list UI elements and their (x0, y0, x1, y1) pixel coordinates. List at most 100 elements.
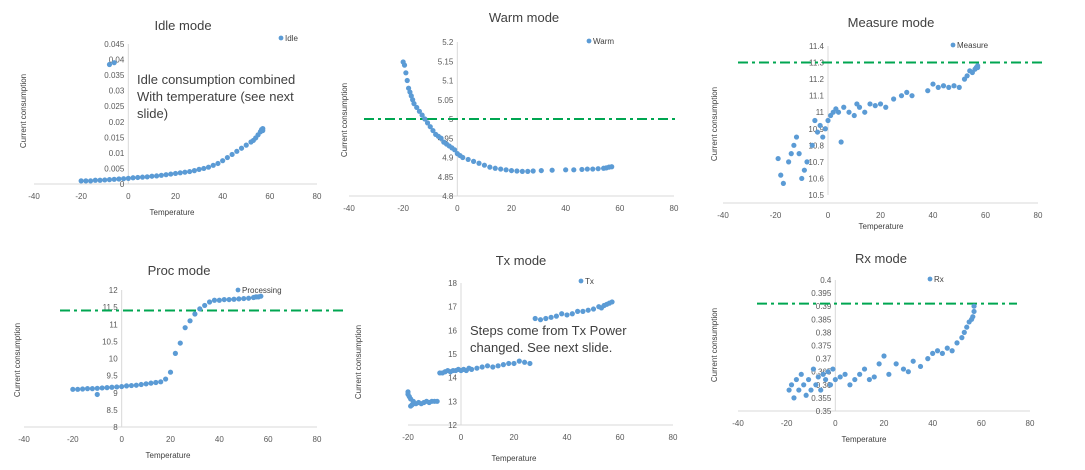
data-point (422, 116, 428, 122)
data-point (221, 296, 227, 303)
x-tick-label: -40 (717, 211, 729, 220)
x-tick-label: 60 (977, 419, 986, 428)
data-point (163, 172, 169, 178)
data-point (808, 387, 814, 393)
x-tick-label: 20 (166, 435, 175, 444)
x-tick-label: 40 (218, 192, 227, 201)
data-point (964, 324, 970, 330)
x-tick-label: 60 (981, 211, 990, 220)
y-tick-label: 8 (113, 423, 118, 432)
y-tick-label: 18 (448, 279, 457, 288)
data-point (841, 104, 847, 110)
y-axis-label: Current consumption (710, 308, 719, 382)
data-point (778, 172, 784, 178)
data-point (238, 145, 245, 151)
data-point (900, 366, 907, 372)
data-point (548, 314, 554, 320)
data-point (881, 353, 887, 359)
x-tick-label: 60 (615, 204, 624, 213)
data-point (861, 366, 868, 372)
data-point (172, 350, 178, 356)
y-axis-label: Current consumption (19, 74, 28, 148)
y-tick-label: 4.95 (438, 134, 454, 143)
data-point (809, 142, 815, 148)
data-point (94, 391, 100, 398)
y-tick-label: 12 (109, 286, 118, 295)
data-point (793, 134, 800, 140)
data-point (970, 314, 976, 320)
data-point (104, 385, 110, 391)
y-tick-label: 0.04 (109, 56, 125, 65)
data-point (202, 302, 208, 309)
data-point (479, 364, 485, 370)
x-tick-label: -20 (67, 435, 79, 444)
data-point (128, 382, 135, 389)
data-point (867, 101, 873, 107)
data-point (106, 61, 113, 68)
data-point (405, 389, 411, 395)
legend: Measure (950, 41, 989, 50)
data-point (527, 360, 533, 367)
data-point (481, 162, 488, 168)
chart-panel-rx: Rx mode Current consumption Temperature … (710, 251, 1035, 444)
data-point (595, 166, 601, 172)
y-tick-label: 0.365 (811, 368, 832, 377)
data-point (959, 335, 965, 341)
data-point (411, 101, 417, 107)
y-tick-label: 10.6 (808, 174, 824, 183)
data-point (102, 177, 108, 183)
y-tick-label: 4.8 (442, 192, 454, 201)
data-point (820, 371, 826, 377)
data-point (92, 177, 98, 183)
data-point (538, 167, 544, 174)
y-tick-label: 17 (448, 303, 457, 312)
data-point (827, 382, 834, 388)
data-point (258, 293, 264, 299)
x-tick-label: -20 (781, 419, 793, 428)
data-point (856, 104, 863, 110)
legend-marker (578, 278, 584, 284)
y-tick-label: 4.9 (442, 154, 454, 163)
y-tick-label: 13 (448, 397, 457, 406)
data-point (825, 369, 831, 375)
data-point (590, 166, 596, 172)
data-point (847, 382, 853, 388)
y-tick-label: 16 (448, 326, 457, 335)
data-point (846, 109, 852, 115)
x-tick-label: 0 (833, 419, 838, 428)
data-point (569, 311, 575, 317)
chart-title: Measure mode (848, 15, 935, 30)
chart-panel-idle: Idle mode Current consumption Temperatur… (19, 18, 322, 217)
data-point (930, 350, 936, 356)
data-point (793, 376, 800, 383)
x-tick-label: 60 (265, 192, 274, 201)
data-point (909, 93, 915, 99)
data-point (944, 345, 950, 351)
x-tick-label: 0 (126, 192, 131, 201)
chart-annotation: Idle consumption combined With temperatu… (137, 72, 299, 121)
data-point (438, 135, 444, 141)
data-point (609, 164, 615, 170)
data-point (201, 165, 207, 172)
data-point (192, 311, 198, 317)
data-point (434, 398, 440, 404)
data-point (492, 165, 498, 171)
data-point (205, 164, 212, 170)
chart-panel-measure: Measure mode Current consumption Tempera… (710, 15, 1045, 231)
data-point (519, 168, 525, 174)
data-point (905, 369, 911, 375)
data-point (883, 104, 889, 110)
data-point (84, 386, 91, 392)
x-tick-label: 0 (826, 211, 831, 220)
data-point (514, 168, 520, 174)
y-tick-label: 11 (816, 108, 825, 117)
data-point (158, 379, 164, 385)
legend-marker (278, 35, 284, 41)
data-point (823, 376, 829, 383)
data-point (516, 358, 522, 364)
data-point (917, 363, 924, 370)
y-tick-label: 5.05 (438, 96, 454, 105)
legend-marker (235, 287, 241, 293)
x-axis-label: Temperature (150, 208, 195, 217)
